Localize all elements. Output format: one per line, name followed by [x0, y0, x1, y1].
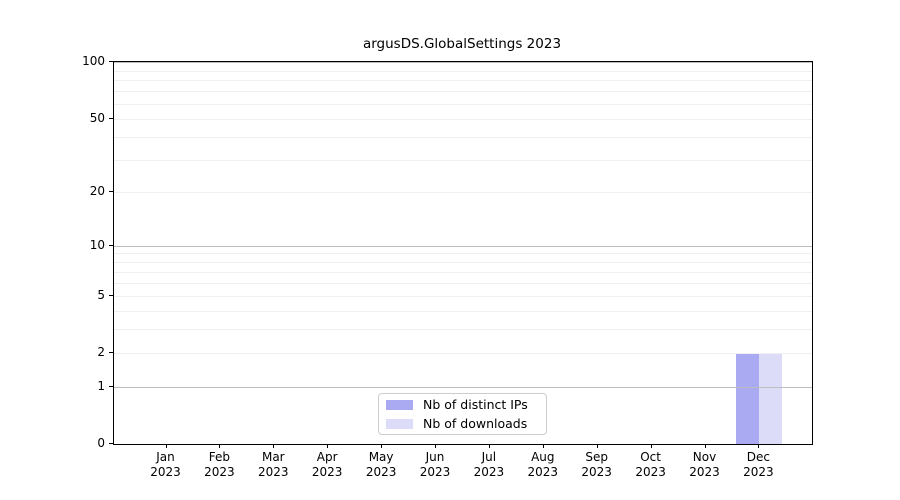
y-gridline-minor	[114, 80, 812, 82]
x-tick-label: Aug 2023	[527, 450, 559, 479]
y-tickmark	[109, 61, 113, 62]
y-tickmark	[109, 294, 113, 296]
y-gridline-minor	[114, 353, 812, 355]
y-tick-label: 1	[97, 378, 105, 393]
bar-downloads	[759, 353, 783, 444]
x-tickmark	[650, 444, 652, 448]
legend-item: Nb of distinct IPs	[386, 397, 546, 413]
y-tickmark	[109, 244, 113, 246]
x-tick-label: Dec 2023	[743, 450, 774, 479]
x-tickmark	[327, 444, 329, 448]
x-tick-label: Oct 2023	[635, 450, 666, 479]
x-tickmark	[704, 444, 706, 448]
legend-label: Nb of downloads	[423, 416, 528, 431]
x-tick-label: Jun 2023	[419, 450, 451, 479]
y-gridline-major	[114, 62, 812, 63]
y-gridline-minor	[114, 282, 812, 284]
x-tickmark	[273, 444, 275, 448]
x-tick-label: Jul 2023	[473, 450, 505, 479]
legend-item: Nb of downloads	[386, 416, 546, 432]
y-gridline-major	[114, 386, 812, 388]
plot-area	[113, 61, 813, 445]
x-tick-label: May 2023	[365, 450, 397, 479]
y-tick-label: 2	[97, 345, 105, 360]
y-tick-label: 0	[97, 436, 105, 450]
y-gridline-minor	[114, 262, 812, 264]
legend-label: Nb of distinct IPs	[423, 397, 528, 412]
x-tickmark	[596, 444, 598, 448]
y-tickmark	[109, 352, 113, 354]
y-gridline-minor	[114, 159, 812, 161]
y-gridline-major	[114, 245, 812, 247]
y-gridline-minor	[114, 136, 812, 138]
y-gridline-minor	[114, 329, 812, 331]
x-tick-label: Mar 2023	[258, 450, 289, 479]
x-tickmark	[758, 444, 760, 448]
y-gridline-minor	[114, 295, 812, 297]
legend: Nb of distinct IPs Nb of downloads	[378, 393, 547, 435]
x-tick-label: Apr 2023	[311, 450, 343, 479]
y-tick-label: 50	[89, 110, 105, 125]
y-gridline-minor	[114, 310, 812, 312]
x-tickmark	[165, 444, 167, 448]
y-gridline-minor	[114, 253, 812, 255]
y-gridline-minor	[114, 118, 812, 120]
y-tickmark	[109, 385, 113, 387]
x-tickmark	[219, 444, 221, 448]
y-tick-label: 10	[89, 237, 105, 252]
x-tickmark	[488, 444, 490, 448]
y-gridline-minor	[114, 192, 812, 193]
x-tick-label: Nov 2023	[689, 450, 720, 479]
x-tick-label: Feb 2023	[204, 450, 235, 479]
legend-swatch	[386, 418, 413, 429]
y-gridline-minor	[114, 271, 812, 273]
y-tickmark	[109, 117, 113, 119]
x-tickmark	[542, 444, 544, 448]
y-tick-label: 5	[97, 287, 105, 302]
y-gridline-minor	[114, 103, 812, 105]
y-gridline-minor	[114, 91, 812, 93]
x-tickmark	[435, 444, 436, 448]
x-tick-label: Jan 2023	[150, 450, 181, 479]
x-tickmark	[381, 444, 383, 448]
legend-swatch	[386, 399, 413, 410]
y-tick-label: 100	[82, 54, 105, 68]
y-gridline-minor	[114, 70, 812, 72]
y-tickmark	[109, 191, 113, 192]
bar-distinct-ips	[736, 353, 760, 444]
y-tick-label: 20	[89, 184, 105, 198]
y-tickmark	[109, 443, 113, 444]
x-tick-label: Sep 2023	[581, 450, 612, 479]
chart-title: argusDS.GlobalSettings 2023	[362, 36, 562, 52]
